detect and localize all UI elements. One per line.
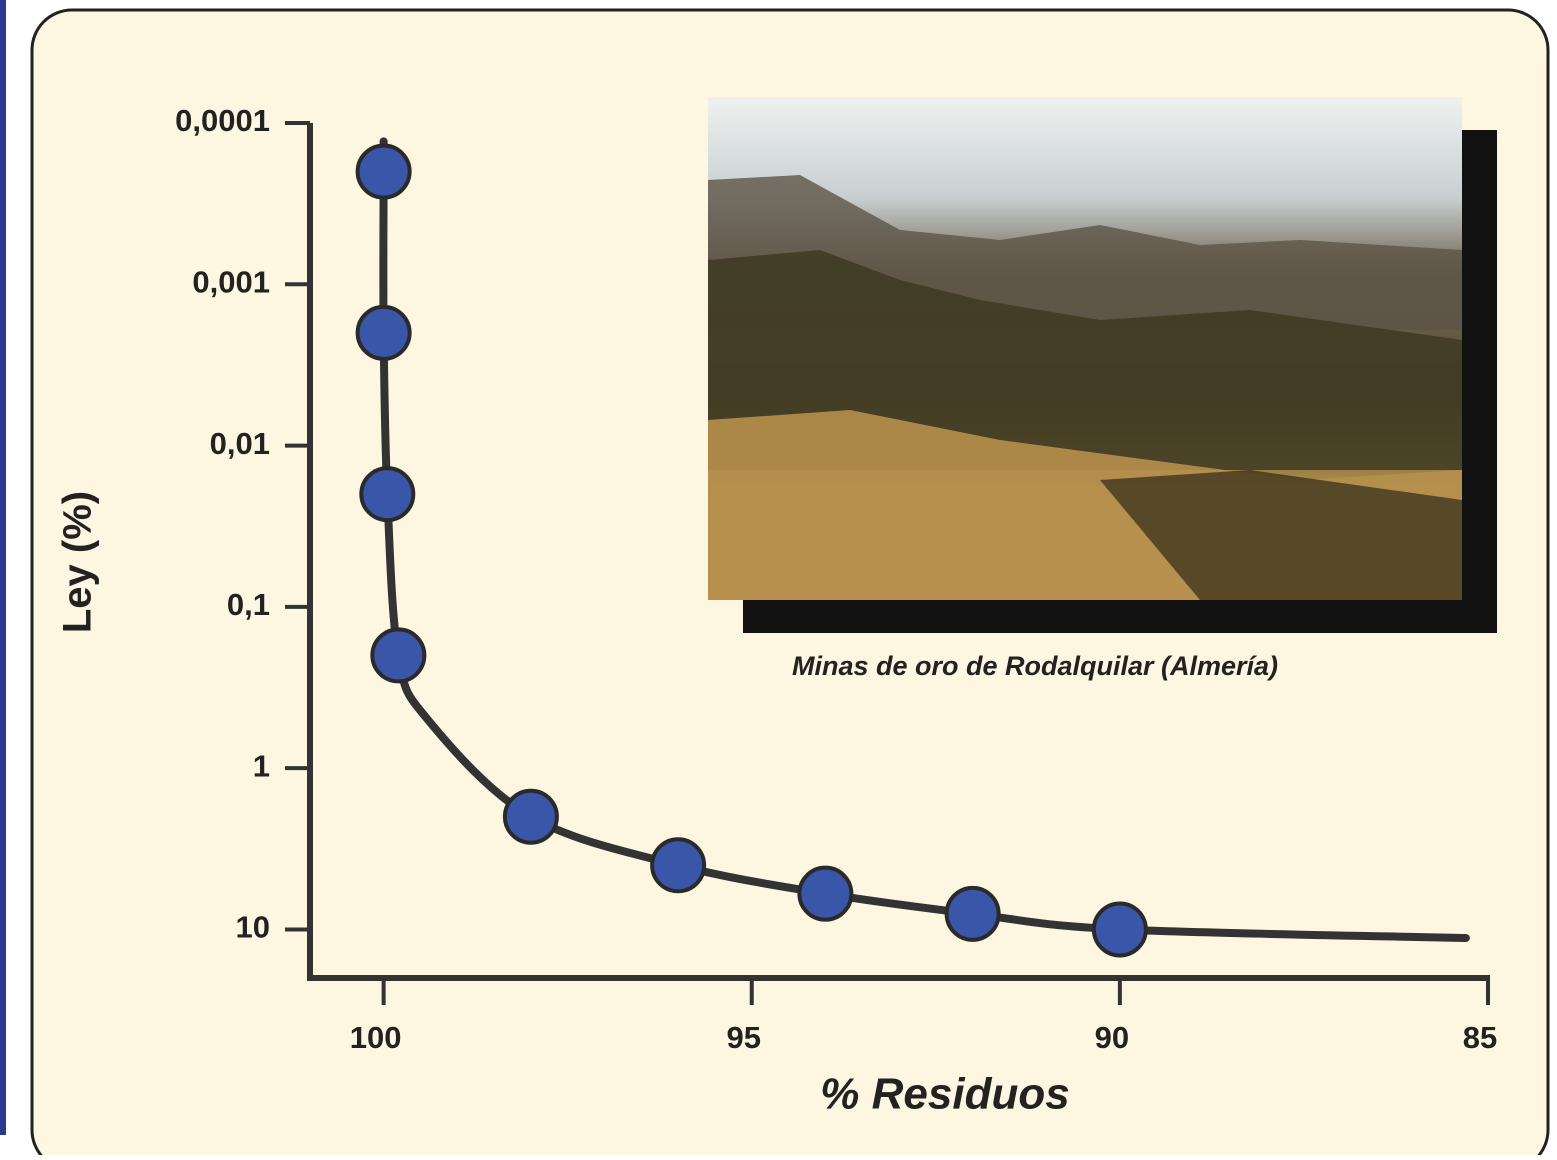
point (797, 865, 854, 922)
point (355, 304, 412, 361)
y-tick-label: 0,001 (192, 264, 270, 299)
annotation: Minas de oro de Rodalquilar (Almería) (792, 651, 1278, 681)
point (502, 788, 559, 845)
point (1091, 901, 1148, 958)
y-tick-label: 1 (253, 748, 270, 783)
edge-strip (0, 0, 6, 1135)
x-tick-label: 90 (1095, 1020, 1129, 1055)
y-tick-label: 0,0001 (175, 103, 270, 138)
point (650, 837, 707, 894)
point (355, 143, 412, 200)
photo (708, 97, 1462, 600)
y-axis-label: Ley (%) (56, 491, 100, 633)
x-axis-label: % Residuos (820, 1070, 1069, 1119)
y-tick-label: 0,01 (210, 426, 270, 461)
y-tick-label: 10 (236, 910, 270, 945)
x-tick-label: 95 (727, 1020, 761, 1055)
point (370, 627, 427, 684)
point (944, 885, 1001, 942)
y-tick-label: 0,1 (227, 587, 270, 622)
point (359, 466, 416, 523)
x-tick-label: 85 (1463, 1020, 1497, 1055)
x-tick-label: 100 (350, 1020, 402, 1055)
